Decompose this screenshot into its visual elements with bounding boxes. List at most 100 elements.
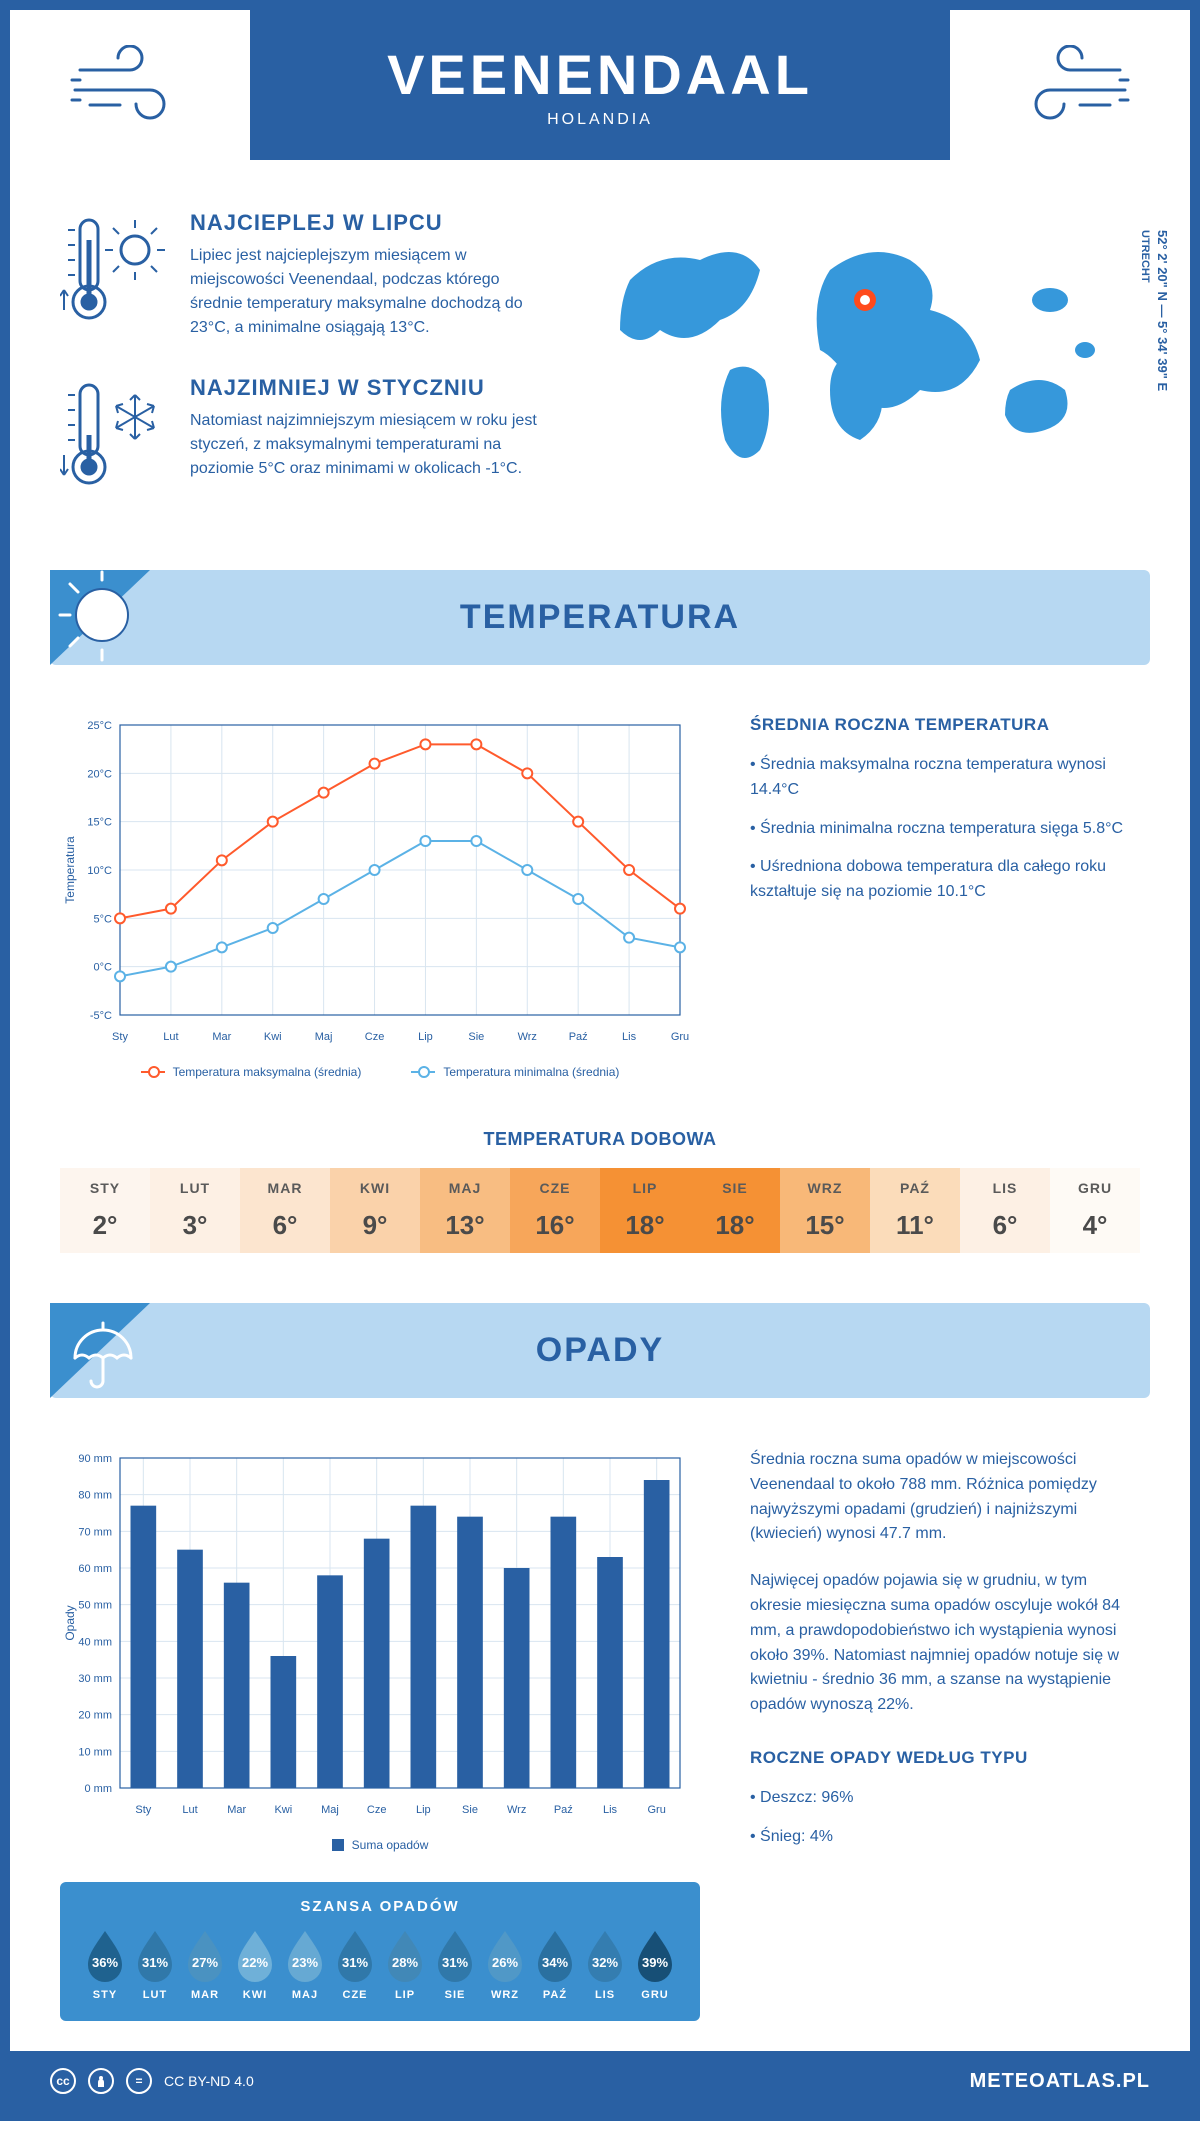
daily-value: 4° [1050, 1210, 1140, 1241]
svg-text:0°C: 0°C [94, 962, 113, 974]
daily-month: WRZ [780, 1180, 870, 1196]
svg-text:32%: 32% [592, 1955, 618, 1970]
svg-text:Wrz: Wrz [518, 1031, 537, 1043]
raindrop-icon: 26% [482, 1927, 528, 1983]
precipitation-bar-chart: 0 mm10 mm20 mm30 mm40 mm50 mm60 mm70 mm8… [60, 1448, 700, 1828]
warmest-title: NAJCIEPLEJ W LIPCU [190, 210, 540, 236]
coldest-fact: NAJZIMNIEJ W STYCZNIU Natomiast najzimni… [60, 375, 540, 495]
svg-text:Paź: Paź [554, 1804, 573, 1816]
chance-cell: 23% MAJ [280, 1927, 330, 2001]
svg-text:Lut: Lut [163, 1031, 178, 1043]
header-banner: VEENENDAAL HOLANDIA [10, 10, 1190, 160]
location-map: 52° 2' 20" N — 5° 34' 39" E UTRECHT [580, 210, 1140, 530]
legend-item: .legend-swatch[style*='#5bb2e6']::before… [411, 1065, 619, 1079]
svg-text:Sty: Sty [135, 1804, 151, 1816]
daily-value: 6° [240, 1210, 330, 1241]
svg-text:60 mm: 60 mm [78, 1563, 112, 1575]
svg-text:Sty: Sty [112, 1031, 128, 1043]
chance-cell: 22%KWI [230, 1927, 280, 2001]
svg-text:10 mm: 10 mm [78, 1746, 112, 1758]
svg-text:20 mm: 20 mm [78, 1710, 112, 1722]
svg-text:Cze: Cze [365, 1031, 385, 1043]
svg-text:50 mm: 50 mm [78, 1600, 112, 1612]
svg-text:-5°C: -5°C [90, 1010, 112, 1022]
chance-month: MAJ [280, 1989, 330, 2001]
raindrop-icon: 22% [232, 1927, 278, 1983]
daily-value: 11° [870, 1210, 960, 1241]
temp-summary-heading: ŚREDNIA ROCZNA TEMPERATURA [750, 715, 1140, 735]
chance-cell: 34%PAŹ [530, 1927, 580, 2001]
cc-icon: cc [50, 2068, 76, 2094]
daily-value: 9° [330, 1210, 420, 1241]
svg-text:31%: 31% [142, 1955, 168, 1970]
chance-month: PAŹ [530, 1989, 580, 2001]
svg-text:Temperatura: Temperatura [63, 836, 77, 904]
svg-text:26%: 26% [492, 1955, 518, 1970]
daily-temp-table: STY2°LUT3°MAR6°KWI9°MAJ13°CZE16°LIP18°SI… [60, 1168, 1140, 1253]
svg-text:31%: 31% [342, 1955, 368, 1970]
raindrop-icon: 32% [582, 1927, 628, 1983]
nd-icon: = [126, 2068, 152, 2094]
svg-text:Lip: Lip [416, 1804, 431, 1816]
precipitation-chart-row: 0 mm10 mm20 mm30 mm40 mm50 mm60 mm70 mm8… [10, 1408, 1190, 2051]
chance-cell: 28%LIP [380, 1927, 430, 2001]
coldest-title: NAJZIMNIEJ W STYCZNIU [190, 375, 540, 401]
raindrop-icon: 31% [332, 1927, 378, 1983]
daily-cell: MAR6° [240, 1168, 330, 1253]
svg-text:15°C: 15°C [87, 817, 112, 829]
daily-value: 16° [510, 1210, 600, 1241]
daily-temp-heading: TEMPERATURA DOBOWA [10, 1129, 1190, 1150]
daily-value: 18° [600, 1210, 690, 1241]
chance-month: WRZ [480, 1989, 530, 2001]
svg-text:39%: 39% [642, 1955, 668, 1970]
chance-cell: 32%LIS [580, 1927, 630, 2001]
precipitation-section-header: OPADY [50, 1303, 1150, 1398]
daily-month: LIS [960, 1180, 1050, 1196]
svg-text:23%: 23% [292, 1955, 318, 1970]
daily-cell: LIS6° [960, 1168, 1050, 1253]
svg-text:Mar: Mar [212, 1031, 231, 1043]
daily-month: KWI [330, 1180, 420, 1196]
thermometer-snow-icon [60, 375, 170, 495]
daily-cell: PAŹ11° [870, 1168, 960, 1253]
daily-month: SIE [690, 1180, 780, 1196]
chance-cell: 27%MAR [180, 1927, 230, 2001]
umbrella-icon [50, 1303, 170, 1398]
precipitation-summary: Średnia roczna suma opadów w miejscowośc… [750, 1448, 1140, 2021]
raindrop-icon: 39% [632, 1927, 678, 1983]
precip-type-bullet: • Deszcz: 96% [750, 1786, 1140, 1811]
svg-text:Paź: Paź [569, 1031, 588, 1043]
daily-month: GRU [1050, 1180, 1140, 1196]
raindrop-icon: 23% [282, 1927, 328, 1983]
license-label: CC BY-ND 4.0 [164, 2073, 254, 2089]
raindrop-icon: 36% [82, 1927, 128, 1983]
wind-icon-left [10, 10, 250, 160]
raindrop-icon: 31% [432, 1927, 478, 1983]
chance-month: SIE [430, 1989, 480, 2001]
daily-month: LIP [600, 1180, 690, 1196]
svg-text:Gru: Gru [647, 1804, 665, 1816]
svg-text:25°C: 25°C [87, 720, 112, 732]
svg-text:36%: 36% [92, 1955, 118, 1970]
daily-cell: MAJ13° [420, 1168, 510, 1253]
daily-value: 3° [150, 1210, 240, 1241]
temp-bullet: • Średnia minimalna roczna temperatura s… [750, 817, 1140, 842]
daily-value: 18° [690, 1210, 780, 1241]
thermometer-sun-icon [60, 210, 170, 330]
raindrop-icon: 27% [182, 1927, 228, 1983]
precip-type-heading: ROCZNE OPADY WEDŁUG TYPU [750, 1748, 1140, 1768]
precip-paragraph: Najwięcej opadów pojawia się w grudniu, … [750, 1569, 1140, 1718]
temp-bullet: • Uśredniona dobowa temperatura dla całe… [750, 855, 1140, 905]
daily-cell: KWI 9° [330, 1168, 420, 1253]
svg-text:27%: 27% [192, 1955, 218, 1970]
chance-cell: 31%CZE [330, 1927, 380, 2001]
chance-heading: SZANSA OPADÓW [80, 1898, 680, 1915]
chance-cell: 39%GRU [630, 1927, 680, 2001]
svg-text:Lip: Lip [418, 1031, 433, 1043]
temp-bullet: • Średnia maksymalna roczna temperatura … [750, 753, 1140, 803]
by-icon [88, 2068, 114, 2094]
svg-text:90 mm: 90 mm [78, 1453, 112, 1465]
svg-text:Gru: Gru [671, 1031, 689, 1043]
svg-text:Cze: Cze [367, 1804, 387, 1816]
raindrop-icon: 28% [382, 1927, 428, 1983]
